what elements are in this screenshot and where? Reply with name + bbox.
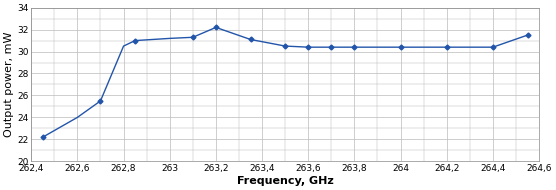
X-axis label: Frequency, GHz: Frequency, GHz	[237, 176, 334, 186]
Y-axis label: Output power, mW: Output power, mW	[4, 32, 14, 137]
